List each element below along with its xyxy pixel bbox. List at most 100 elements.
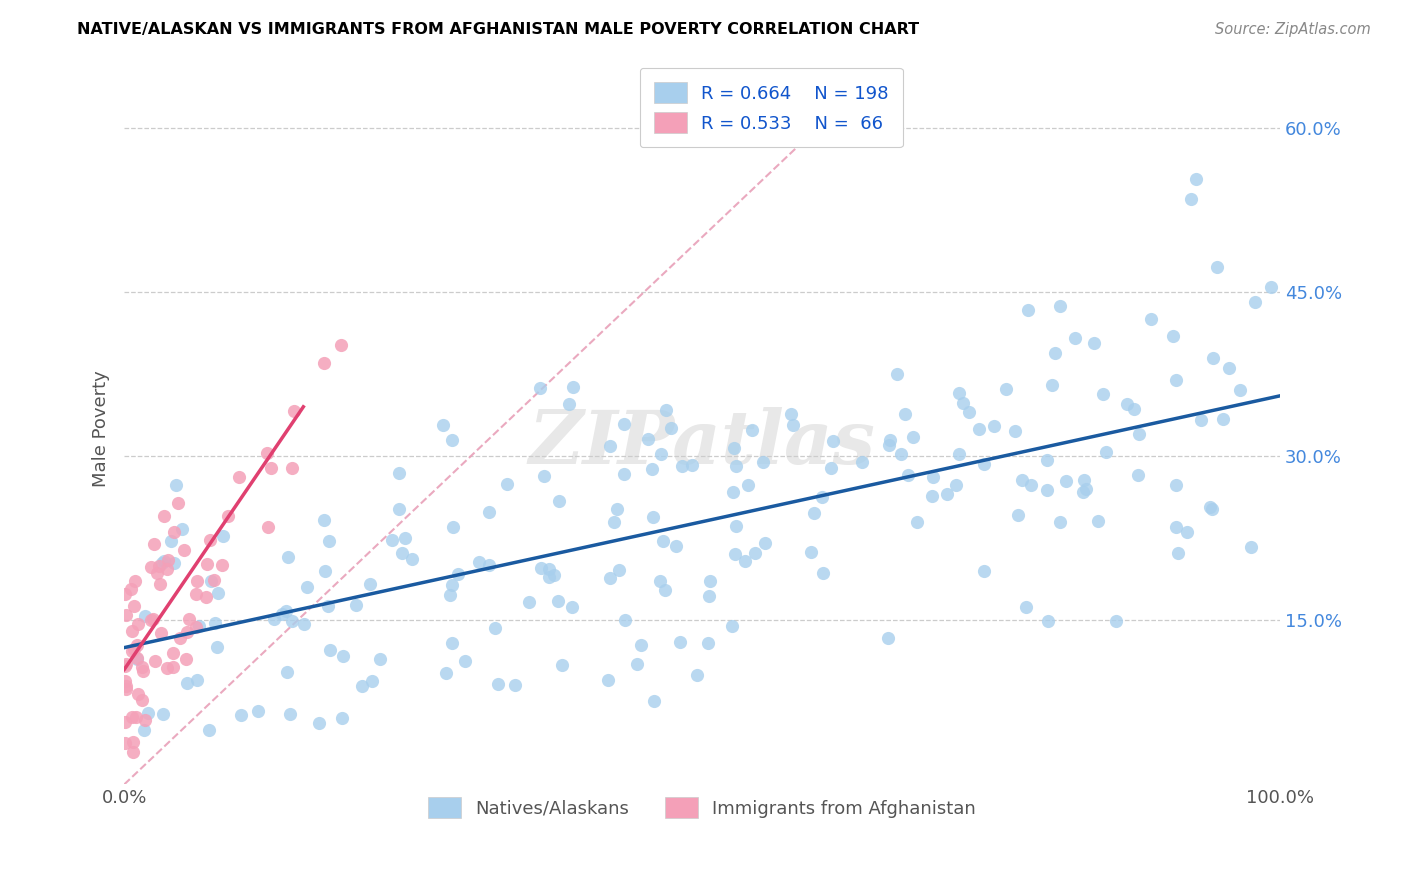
Point (308, 716, 330, 731)
Point (1045, 346, 1067, 360)
Point (1074, 482, 1097, 496)
Point (1115, 397, 1137, 411)
Point (1126, 468, 1149, 483)
Point (1202, 351, 1225, 365)
Point (263, 612, 285, 626)
Point (115, 682, 138, 697)
Point (436, 665, 458, 680)
Point (517, 595, 540, 609)
Point (1167, 546, 1189, 560)
Point (277, 550, 299, 565)
Point (1199, 500, 1222, 515)
Point (641, 462, 664, 476)
Point (879, 438, 901, 452)
Point (537, 569, 560, 583)
Point (388, 501, 411, 516)
Point (169, 631, 191, 645)
Point (124, 710, 146, 724)
Point (1071, 484, 1094, 499)
Point (897, 468, 920, 483)
Point (368, 652, 391, 666)
Point (478, 558, 501, 572)
Point (529, 381, 551, 395)
Point (936, 487, 959, 501)
Point (562, 380, 585, 394)
Point (228, 470, 250, 484)
Point (212, 529, 235, 543)
Point (231, 708, 253, 723)
Point (879, 433, 901, 447)
Point (153, 509, 176, 524)
Point (724, 458, 747, 473)
Point (194, 590, 217, 604)
Point (1161, 329, 1184, 343)
Point (561, 600, 583, 615)
Point (1036, 614, 1059, 628)
Point (957, 405, 980, 419)
Point (312, 356, 335, 370)
Point (886, 367, 908, 381)
Point (665, 539, 688, 553)
Point (1189, 413, 1212, 427)
Point (188, 619, 211, 633)
Point (921, 470, 943, 484)
Point (1166, 478, 1188, 492)
Point (200, 574, 222, 588)
Point (120, 582, 142, 597)
Point (388, 467, 411, 481)
Point (671, 459, 693, 474)
Point (696, 636, 718, 650)
Point (150, 626, 173, 640)
Point (134, 609, 156, 624)
Point (823, 434, 845, 448)
Point (200, 533, 222, 547)
Point (115, 657, 138, 672)
Point (195, 557, 218, 571)
Point (651, 534, 673, 549)
Point (127, 617, 149, 632)
Point (153, 553, 176, 567)
Point (197, 723, 219, 737)
Point (905, 515, 928, 529)
Point (257, 520, 280, 534)
Point (124, 642, 146, 657)
Point (1240, 541, 1263, 555)
Point (165, 478, 187, 492)
Point (295, 580, 318, 594)
Point (547, 594, 569, 608)
Point (142, 537, 165, 551)
Point (468, 555, 491, 569)
Point (114, 714, 136, 729)
Point (1175, 525, 1198, 540)
Point (292, 616, 315, 631)
Point (162, 646, 184, 660)
Point (125, 651, 148, 665)
Point (599, 571, 621, 585)
Point (782, 417, 804, 432)
Point (121, 624, 143, 639)
Point (1091, 387, 1114, 401)
Point (440, 635, 463, 649)
Point (142, 612, 165, 626)
Point (186, 620, 208, 634)
Point (1164, 520, 1187, 534)
Point (114, 736, 136, 750)
Point (973, 564, 995, 578)
Point (131, 693, 153, 707)
Point (1004, 424, 1026, 438)
Point (211, 558, 233, 573)
Point (894, 407, 917, 421)
Point (952, 395, 974, 409)
Point (557, 397, 579, 411)
Point (114, 673, 136, 688)
Point (613, 467, 636, 481)
Point (174, 652, 197, 666)
Point (669, 634, 692, 648)
Point (350, 679, 373, 693)
Point (314, 564, 336, 578)
Point (127, 687, 149, 701)
Point (115, 607, 138, 622)
Point (1140, 312, 1163, 326)
Point (132, 664, 155, 678)
Point (172, 522, 194, 536)
